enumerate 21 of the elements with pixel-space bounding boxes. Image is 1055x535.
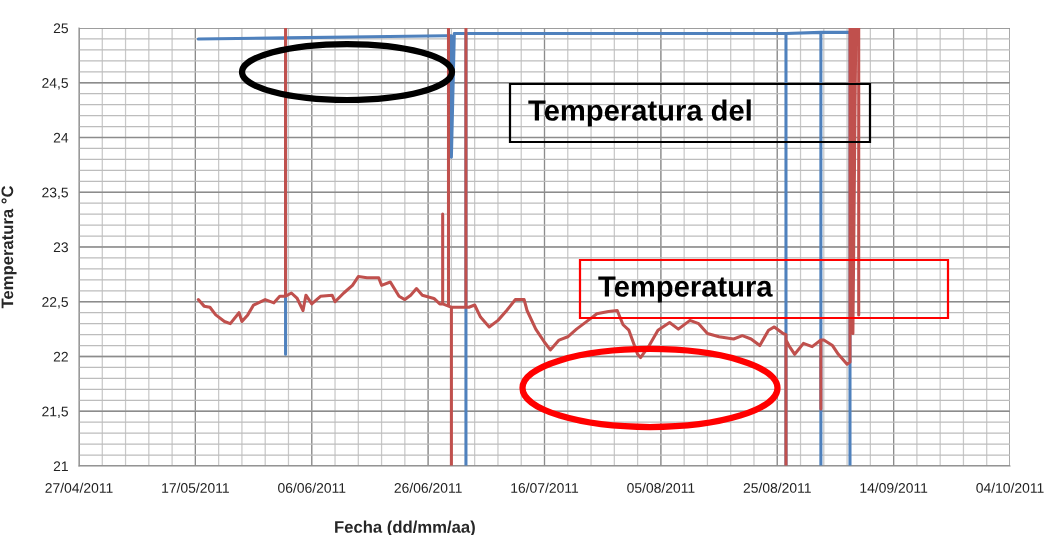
x-tick-label: 25/08/2011	[743, 482, 811, 493]
annotation: Temperatura	[598, 276, 773, 303]
x-tick-label: 04/10/2011	[976, 482, 1044, 493]
x-tick-label: 16/07/2011	[511, 482, 579, 493]
x-tick-label: 06/06/2011	[278, 482, 346, 493]
y-tick-label: 23	[53, 242, 68, 253]
y-tick-label: 24,5	[42, 78, 68, 90]
y-tick-label: 22	[53, 351, 68, 362]
y-tick-label: 21,5	[42, 406, 68, 419]
y-tick-label: 21	[53, 461, 68, 472]
x-tick-label: 27/04/2011	[45, 482, 113, 493]
y-tick-label: 24	[53, 132, 69, 143]
x-tick-label: 14/09/2011	[860, 482, 928, 493]
x-tick-label: 05/08/2011	[627, 482, 695, 493]
x-tick-label: 26/06/2011	[394, 482, 462, 493]
y-tick-label: 23,5	[42, 187, 68, 200]
y-axis-title: Temperatura °C	[1, 185, 17, 309]
x-tick-label: 17/05/2011	[162, 482, 229, 493]
annotation: Temperatura del	[528, 99, 751, 127]
y-tick-label: 22,5	[42, 297, 68, 309]
y-tick-label: 25	[53, 23, 68, 34]
